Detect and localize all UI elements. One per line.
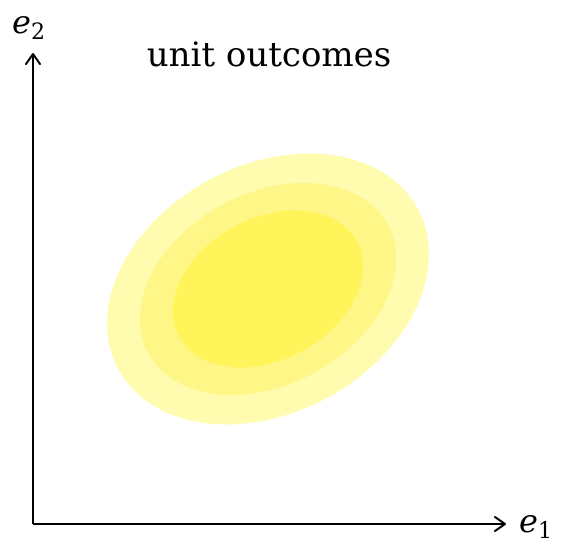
x-axis-arrow	[494, 516, 506, 532]
y-axis-label: e2	[12, 3, 45, 45]
y-axis-arrow	[25, 53, 41, 65]
outcome-regions	[107, 153, 429, 425]
axes	[25, 53, 506, 532]
inner-region	[172, 210, 364, 368]
diagram-title: unit outcomes	[147, 35, 392, 75]
x-axis-label: e1	[519, 502, 552, 544]
